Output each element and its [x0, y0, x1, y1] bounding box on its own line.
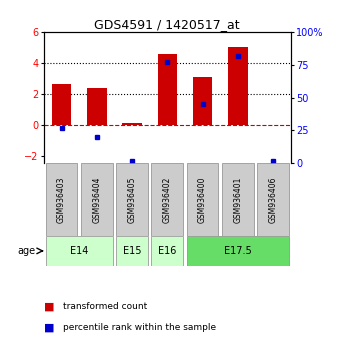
Text: GSM936403: GSM936403 [57, 177, 66, 223]
Bar [222, 163, 254, 236]
Text: E16: E16 [158, 246, 176, 256]
Title: GDS4591 / 1420517_at: GDS4591 / 1420517_at [95, 18, 240, 31]
Text: GSM936400: GSM936400 [198, 177, 207, 223]
Bar [81, 163, 113, 236]
Bar [193, 78, 212, 125]
Bar [116, 236, 148, 266]
Text: ■: ■ [44, 322, 54, 332]
Text: percentile rank within the sample: percentile rank within the sample [63, 323, 216, 332]
Text: GSM936402: GSM936402 [163, 177, 172, 223]
Text: GSM936405: GSM936405 [127, 177, 137, 223]
Text: E15: E15 [123, 246, 141, 256]
Bar [122, 124, 142, 125]
Text: E17.5: E17.5 [224, 246, 252, 256]
Bar [187, 236, 289, 266]
Text: E14: E14 [70, 246, 88, 256]
Bar [87, 87, 106, 125]
Text: transformed count: transformed count [63, 302, 147, 311]
Bar [187, 163, 218, 236]
Bar [151, 163, 183, 236]
Bar [116, 163, 148, 236]
Bar [151, 236, 183, 266]
Bar [52, 84, 71, 125]
Text: GSM936404: GSM936404 [92, 177, 101, 223]
Text: age: age [17, 246, 35, 256]
Bar [158, 53, 177, 125]
Text: GSM936401: GSM936401 [233, 177, 242, 223]
Bar [46, 163, 77, 236]
Text: GSM936406: GSM936406 [269, 177, 277, 223]
Bar [46, 236, 113, 266]
Bar [228, 47, 247, 125]
Bar [257, 163, 289, 236]
Text: ■: ■ [44, 301, 54, 311]
